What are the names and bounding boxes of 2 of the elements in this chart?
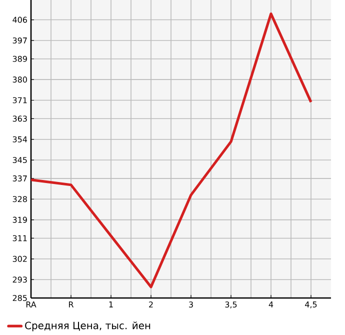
legend-label: Средняя Цена, тыс. йен xyxy=(25,322,150,332)
line-series xyxy=(31,12,312,288)
